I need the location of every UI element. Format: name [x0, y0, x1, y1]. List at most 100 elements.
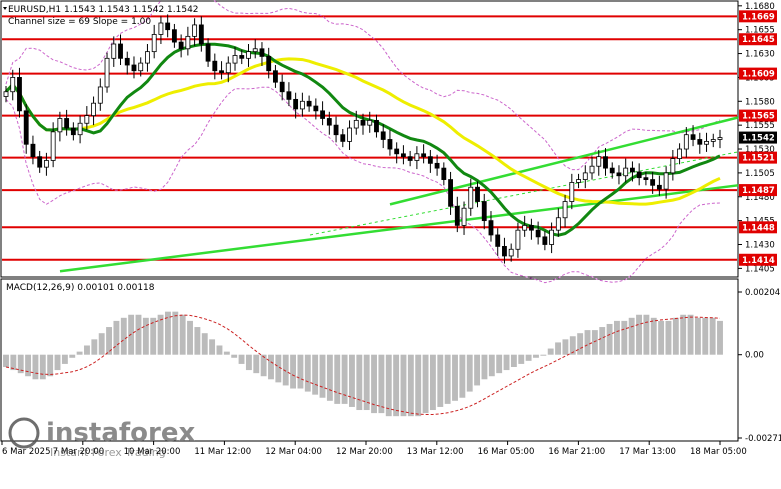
candle-body: [576, 179, 581, 183]
candle-body: [387, 139, 393, 150]
macd-histogram-bar: [378, 354, 385, 414]
candle-body: [690, 134, 696, 140]
macd-histogram-bar: [142, 317, 149, 355]
level-price-tag: [739, 221, 777, 234]
macd-histogram-bar: [113, 320, 120, 355]
price-tick-label: 1.1480: [745, 193, 775, 203]
candle-body: [64, 118, 70, 129]
macd-histogram-bar: [326, 354, 333, 401]
candle-body: [663, 172, 669, 190]
price-tick-label: 1.1655: [745, 26, 775, 36]
last-price-tag: [739, 131, 777, 144]
level-price-tag: [739, 184, 777, 197]
macd-histogram-bar: [61, 354, 68, 364]
macd-histogram-bar: [194, 327, 201, 355]
candle-body: [549, 229, 555, 245]
candle-body: [259, 48, 265, 57]
macd-histogram-bar: [10, 354, 17, 371]
symbol-dropdown-icon[interactable]: [3, 7, 7, 10]
candle-body: [23, 110, 29, 145]
candle-body: [340, 134, 346, 142]
macd-tick-label: 0.00: [745, 351, 764, 361]
macd-histogram-bar: [496, 354, 503, 374]
candle-body: [171, 29, 177, 43]
level-price-label: 1.1669: [742, 12, 775, 22]
main-panel-frame: [0, 0, 739, 278]
candle-body: [704, 140, 709, 145]
macd-histogram-bar: [429, 354, 436, 411]
macd-histogram-bar: [488, 354, 495, 377]
time-tick-label: 16 Mar 21:00: [548, 447, 605, 457]
macd-histogram-bar: [47, 354, 54, 377]
candle-body: [542, 236, 548, 245]
macd-histogram-bar: [591, 330, 598, 355]
macd-histogram-bar: [84, 345, 90, 355]
macd-histogram-bar: [658, 320, 665, 355]
macd-histogram-bar: [569, 336, 576, 355]
time-tick-label: 16 Mar 05:00: [478, 447, 535, 457]
candle-body: [239, 55, 245, 59]
macd-tick-label: 0.00204: [745, 288, 780, 298]
macd-histogram-bar: [17, 354, 24, 374]
macd-histogram-bar: [135, 314, 142, 355]
macd-histogram-bar: [106, 327, 112, 355]
candle-body: [252, 48, 258, 53]
level-price-label: 1.1414: [742, 256, 775, 266]
candle-body: [589, 165, 595, 174]
candle-body: [528, 225, 534, 231]
candle-body: [131, 64, 137, 72]
price-tick-label: 1.1430: [745, 240, 775, 250]
candle-body: [488, 220, 494, 236]
candle-body: [374, 119, 379, 133]
macd-histogram-bar: [393, 354, 400, 417]
instaforex-logo-icon: [8, 417, 40, 449]
candle-body: [461, 207, 467, 226]
candle-body: [30, 143, 36, 158]
candle-body: [178, 41, 184, 50]
macd-histogram-bar: [584, 330, 591, 355]
macd-histogram-bar: [25, 354, 32, 377]
channel-lower-line: [59, 184, 739, 273]
candle-body: [286, 91, 292, 100]
candle-body: [555, 217, 561, 231]
macd-histogram-bar: [702, 317, 709, 355]
macd-header: MACD(12,26,9) 0.00101 0.00118: [6, 283, 155, 293]
candle-body: [414, 153, 420, 161]
macd-histogram-bar: [680, 314, 687, 355]
candle-body: [151, 34, 157, 53]
macd-histogram-bar: [334, 354, 341, 404]
candle-body: [326, 118, 332, 126]
price-tick-label: 1.1630: [745, 50, 775, 60]
time-tick-label: 11 Mar 12:00: [194, 447, 251, 457]
candle-body: [643, 177, 649, 180]
level-price-tag: [739, 33, 777, 46]
candle-body: [43, 160, 49, 168]
macd-histogram-bar: [562, 339, 569, 355]
candle-body: [596, 156, 602, 167]
macd-histogram-bar: [540, 354, 547, 356]
time-tick-label: 6 Mar 2025: [2, 447, 50, 457]
candle-body: [266, 56, 272, 72]
candle-body: [434, 162, 440, 169]
macd-histogram-bar: [672, 317, 679, 355]
time-tick-label: 13 Mar 12:00: [407, 447, 464, 457]
candle-body: [650, 179, 656, 186]
candle-body: [232, 55, 238, 64]
candle-body: [522, 225, 528, 231]
price-tick-label: 1.1505: [745, 169, 775, 179]
macd-histogram-bar: [665, 320, 672, 355]
instaforex-watermark: instaforex Instant Forex Trading: [8, 417, 196, 459]
candle-body: [569, 182, 575, 202]
macd-histogram-bar: [172, 311, 179, 355]
candle-body: [421, 153, 427, 158]
candle-body: [118, 43, 123, 59]
candle-body: [293, 98, 299, 110]
level-price-label: 1.1565: [742, 112, 775, 122]
macd-histogram-bar: [120, 317, 127, 355]
level-price-tag: [739, 253, 777, 266]
candle-body: [138, 62, 144, 72]
macd-histogram-bar: [304, 354, 311, 392]
macd-histogram-bar: [687, 314, 694, 355]
macd-histogram-bar: [636, 314, 642, 355]
